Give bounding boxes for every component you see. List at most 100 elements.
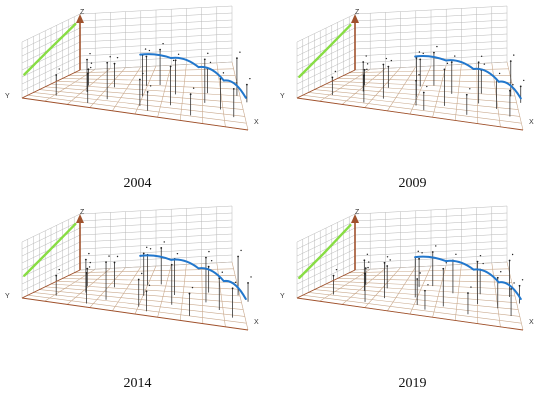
floor-grid-line [179,64,187,121]
data-point [419,272,421,274]
y-axis-label: Y [5,293,10,300]
data-point [454,55,456,57]
data-point [58,68,60,70]
wall-grid-line [296,220,356,250]
data-point [500,271,502,273]
data-point [496,276,499,279]
floor-grid-line [476,63,479,124]
wall-grid-line [21,48,81,78]
green-trend-line [298,224,352,280]
wall-grid-line [21,241,81,271]
data-point [415,79,417,82]
data-point [386,256,389,258]
wall-grid-line [354,226,508,236]
x-axis-label: X [254,319,259,326]
data-point [418,51,421,53]
wall-grid-line [296,234,356,264]
wall-grid-line [296,48,356,78]
floor-grid-line [201,263,204,324]
y-axis-line [296,69,356,99]
floor-grid-line [134,65,157,115]
floor-grid-line [491,262,501,327]
data-point [90,62,93,64]
wall-grid-line [296,248,356,278]
data-point [84,258,87,261]
wall-grid-line [79,54,233,64]
wall-grid-line [79,261,233,271]
data-point [90,66,92,69]
data-point [55,274,58,277]
data-point [106,61,109,64]
data-point [386,265,389,267]
wall-grid-line [79,226,233,236]
wall-grid-line [21,255,81,285]
data-point [421,252,423,254]
floor-grid-line [157,65,172,118]
panel-2014: Z Y X 2014 [0,200,275,400]
data-point [149,85,152,87]
y-axis-label: Y [280,93,285,100]
data-point [116,255,119,258]
data-point [138,78,141,81]
floor-grid-line [201,63,204,124]
blue-trend-curve [414,55,522,100]
data-point [446,62,449,65]
blue-trend-curve [139,254,247,301]
data-point [240,249,242,252]
data-point [207,265,210,268]
data-point [247,282,249,284]
data-point [435,245,437,247]
wall-grid-line [21,262,81,292]
data-point [55,74,58,76]
data-point [113,261,116,264]
data-point [442,267,445,270]
floor-grid-line [337,78,512,83]
wall-grid-line [21,62,81,92]
wall-grid-line [79,233,233,243]
z-axis-label: Z [80,9,85,16]
floor-grid-line [491,62,501,127]
data-point [116,56,119,59]
data-point [362,74,365,77]
data-point [383,261,386,264]
floor-grid-line [134,265,157,315]
floor-grid-line [432,65,447,118]
data-point [105,261,107,264]
data-point [443,68,446,71]
data-point [523,79,525,82]
data-point [415,57,418,59]
data-point [389,259,391,261]
data-point [363,259,366,262]
panel-caption: 2009 [398,176,427,191]
data-point [521,279,524,281]
data-point [518,284,521,287]
floor-grid-line [331,280,514,290]
wall-grid-line [354,212,508,222]
data-point [513,282,515,284]
data-point [192,87,195,89]
wall-grid-line [354,233,508,243]
arrow-up-icon [76,14,84,23]
chart-2009: Z Y X [280,5,534,131]
wall-grid-line [79,219,233,229]
arrow-up-icon [351,14,359,23]
data-point [334,70,337,73]
z-axis-label: Z [80,209,85,216]
wall-grid-line [354,19,508,29]
floor-grid-line [409,265,432,315]
panel-2004: Z Y X 2004 [0,0,275,200]
data-point [508,259,511,262]
data-point [89,261,91,264]
x-axis-line [21,97,249,131]
wall-grid-line [21,220,81,250]
blue-trend-curve [139,53,247,99]
wall-grid-line [79,5,233,15]
wall-grid-line [296,241,356,271]
wall-grid-line [21,41,81,71]
data-point [477,61,480,64]
wall-grid-line [79,26,233,36]
x-axis-line [296,97,524,131]
data-point [176,252,179,255]
wall-grid-line [296,255,356,285]
